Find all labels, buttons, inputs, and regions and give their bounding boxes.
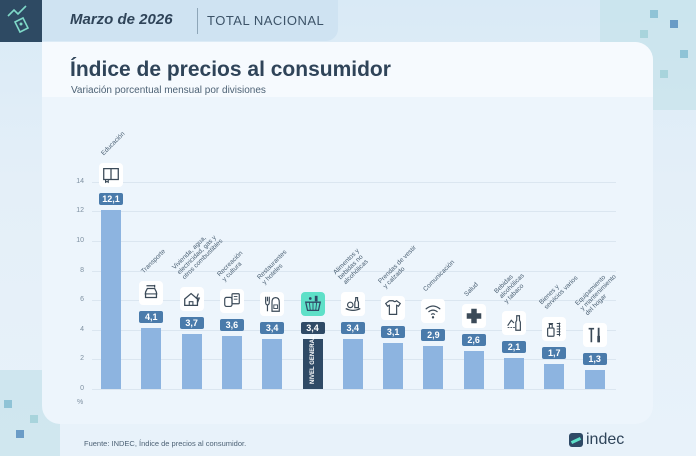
value-label: 3,4: [340, 321, 365, 334]
category-icon-box: [421, 299, 446, 324]
header-bar: [42, 0, 338, 41]
category-icon-box: [340, 291, 365, 316]
value-label: 2,6: [461, 333, 486, 346]
y-axis-unit: %: [77, 399, 84, 406]
category-icon-box: [219, 288, 244, 313]
category-icon-box: [542, 316, 567, 341]
cosmetics-icon: [547, 322, 561, 337]
value-label: 3,6: [219, 318, 244, 331]
bar[interactable]: [181, 334, 202, 389]
bar[interactable]: [504, 357, 524, 389]
bottle-icon: [507, 315, 521, 331]
value-label: 4,1: [139, 311, 164, 324]
chart-subtitle: Variación porcentual mensual por divisio…: [71, 85, 266, 96]
bar[interactable]: [101, 209, 121, 389]
category-icon-box: [179, 287, 204, 312]
value-label: 3,4: [300, 321, 325, 334]
tshirt-icon: [385, 300, 402, 316]
value-label: 12,1: [99, 192, 123, 205]
value-label: 2,1: [502, 340, 526, 353]
value-label: 3,4: [260, 321, 285, 334]
category-icon-box: [139, 281, 164, 306]
bar[interactable]: [544, 363, 565, 389]
corner-logo-block: [0, 0, 42, 42]
category-icon-box: [99, 162, 123, 187]
price-tag-trend-icon: [7, 5, 30, 34]
value-label: 1,7: [542, 346, 567, 359]
bar[interactable]: [221, 335, 242, 389]
report-scope: TOTAL NACIONAL: [207, 13, 325, 28]
tools-icon: [588, 327, 600, 343]
category-icon-box: [502, 310, 526, 335]
gridline: [92, 389, 616, 390]
house-energy-icon: [183, 292, 200, 307]
header-divider: [197, 8, 198, 34]
book-icon: [103, 167, 119, 184]
source-note: Fuente: INDEC, Índice de precios al cons…: [84, 439, 247, 448]
bar[interactable]: [342, 338, 363, 389]
bar[interactable]: [141, 328, 162, 389]
value-label: 2,9: [421, 329, 446, 342]
indec-logo: indec: [569, 431, 624, 449]
category-icon-box: [260, 291, 285, 316]
card-header-area: [42, 42, 653, 97]
gridline: [92, 241, 616, 242]
y-tick-label: 14: [76, 177, 84, 185]
shopping-basket-icon: [304, 295, 321, 311]
bar[interactable]: [463, 350, 484, 389]
car-icon: [144, 285, 158, 299]
gridline: [92, 270, 616, 272]
chart-title: Índice de precios al consumidor: [70, 58, 391, 81]
category-icon-box: [300, 291, 325, 316]
category-icon-box: [381, 296, 406, 321]
bar[interactable]: [262, 338, 283, 389]
fork-hotel-icon: [265, 296, 281, 312]
y-tick-label: 6: [80, 296, 84, 304]
wifi-icon: [425, 305, 442, 319]
gridline: [92, 181, 616, 183]
gridline: [92, 211, 616, 213]
y-tick-label: 10: [76, 237, 84, 244]
value-label: 3,7: [179, 317, 204, 330]
category-icon-box: [582, 322, 607, 347]
theater-masks-icon: [224, 292, 240, 307]
y-tick-label: 4: [80, 325, 84, 333]
y-tick-label: 0: [80, 385, 84, 392]
y-tick-label: 12: [76, 207, 84, 215]
health-cross-icon: [466, 308, 481, 323]
bar[interactable]: [423, 346, 444, 389]
value-label: 3,1: [381, 326, 406, 339]
indec-logo-mark-icon: [569, 433, 583, 447]
report-date: Marzo de 2026: [70, 11, 173, 28]
value-label: 1,3: [582, 352, 607, 365]
category-icon-box: [461, 303, 486, 328]
food-bottle-icon: [345, 296, 361, 311]
indec-logo-text: indec: [586, 431, 625, 448]
y-tick-label: 2: [80, 355, 84, 363]
bar-nivel-general[interactable]: [302, 338, 323, 389]
nivel-general-label: NIVEL GENERAL: [309, 335, 316, 384]
y-tick-label: 8: [80, 266, 84, 274]
bar[interactable]: [584, 369, 605, 389]
bar[interactable]: [383, 343, 404, 389]
